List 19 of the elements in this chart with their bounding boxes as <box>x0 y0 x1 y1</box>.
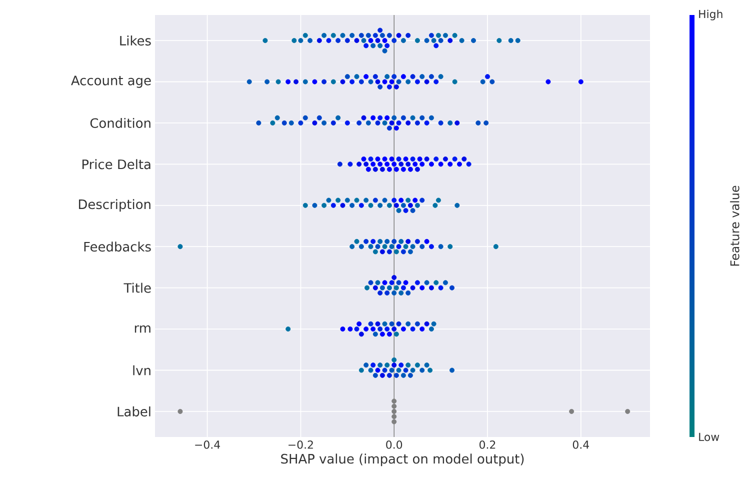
y-tick-label: Condition <box>90 118 150 128</box>
y-tick-label: Title <box>124 282 151 293</box>
y-tick-label: rm <box>134 325 150 333</box>
y-tick-label: Feedbacks <box>84 242 151 252</box>
x-axis-title: SHAP value (impact on model output) <box>281 454 524 466</box>
color-bar-label: High <box>699 10 722 20</box>
y-tick-label: Label <box>118 406 150 416</box>
y-tick-label: Likes <box>120 36 151 46</box>
color-bar-title: Feature value <box>730 186 740 266</box>
color-bar-label: Low <box>699 432 720 442</box>
x-tick-label: 0.0 <box>386 440 402 449</box>
y-tick-label: Description <box>78 199 150 212</box>
y-tick-label: lvn <box>133 365 150 376</box>
y-tick-label: Price Delta <box>82 159 150 170</box>
x-tick-label: 0.4 <box>572 440 589 449</box>
x-tick-label: −0.2 <box>288 440 313 449</box>
y-tick-label: Account age <box>71 76 151 88</box>
x-tick-label: 0.2 <box>480 440 496 449</box>
x-tick-label: −0.4 <box>195 440 220 449</box>
